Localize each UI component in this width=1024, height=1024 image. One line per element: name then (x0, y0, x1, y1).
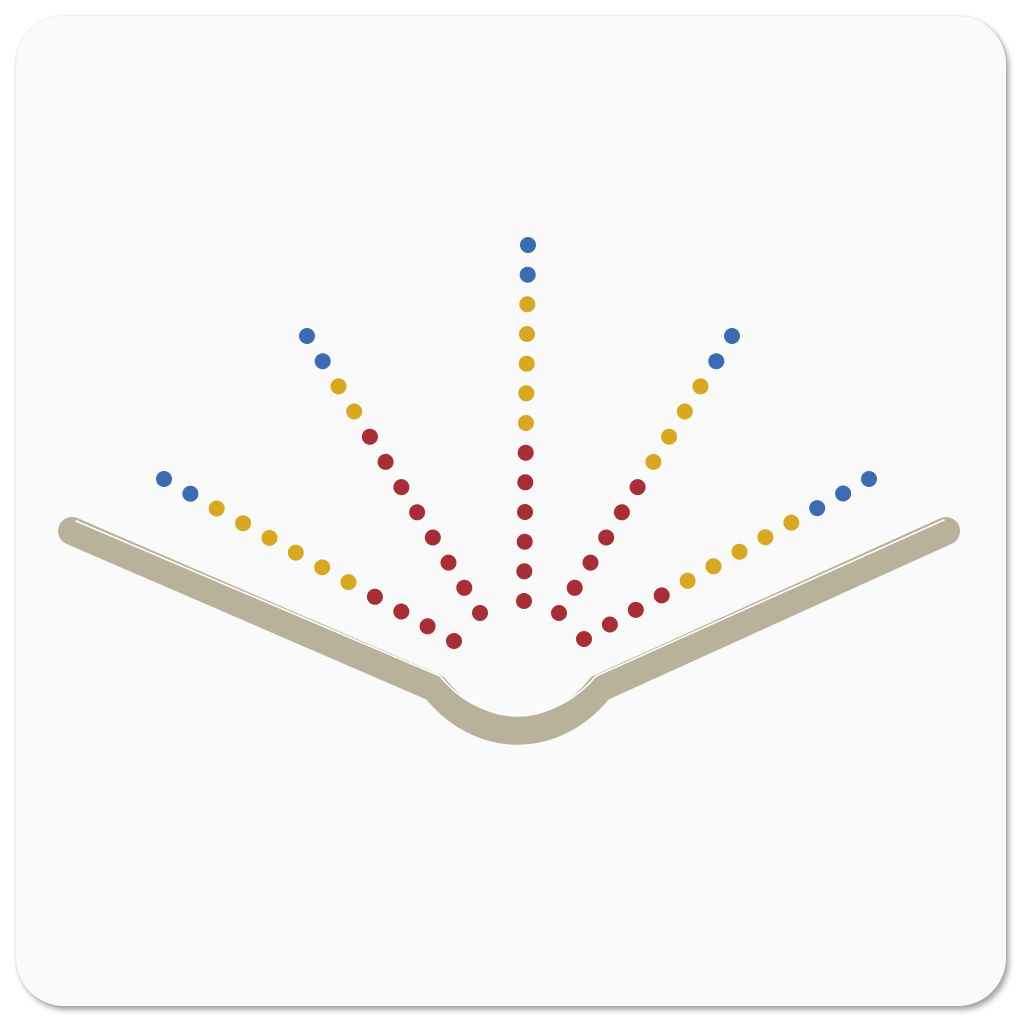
book-highlight-line (75, 519, 945, 716)
ray-far-left-dot (340, 574, 357, 591)
ray-center-dot (519, 266, 536, 283)
ray-far-right-dot (679, 572, 696, 589)
ray-far-right-dot (731, 543, 748, 560)
ray-left-dot (361, 428, 378, 445)
ray-left-dot (314, 353, 331, 370)
ray-far-left-dot (314, 559, 331, 576)
ray-right-dot (661, 428, 678, 445)
ray-far-right-dot (601, 616, 618, 633)
ray-far-left-dot (446, 633, 462, 649)
ray-far-right-dot (783, 514, 800, 531)
ray-center-dot (520, 237, 536, 253)
ray-far-left-dot (393, 603, 410, 620)
ray-far-right-dot (627, 601, 644, 618)
ray-far-left-dot (419, 618, 436, 635)
ray-right-dot (645, 453, 662, 470)
book-logo-icon (58, 237, 960, 745)
ray-far-right-dot (705, 558, 722, 575)
ray-right-dot (724, 328, 740, 344)
ray-center-dot (516, 593, 532, 609)
ray-center-dot (518, 385, 535, 402)
ray-far-left-dot (287, 544, 304, 561)
ray-far-right-dot (861, 471, 877, 487)
book-pages-shape (58, 517, 960, 745)
ray-center-dot (516, 563, 533, 580)
ray-center-dot (518, 415, 534, 431)
ray-far-right-dot (809, 500, 826, 517)
ray-right-dot (629, 479, 646, 496)
open-book-icon (58, 517, 960, 745)
ray-center-dot (519, 326, 535, 342)
ray-far-left-dot (235, 515, 252, 532)
ray-left-dot (377, 453, 394, 470)
ray-far-left-dot (366, 588, 383, 605)
ray-far-left-dot (156, 471, 172, 487)
ray-left-dot (424, 529, 441, 546)
ray-far-right-dot (835, 485, 852, 502)
ray-right-dot (582, 554, 599, 571)
ray-center-dot (519, 296, 536, 313)
app-icon-tile (16, 16, 1006, 1006)
ray-left-dot (346, 403, 363, 420)
ray-right-dot (708, 353, 725, 370)
ray-right-dot (551, 605, 567, 621)
ray-far-right-dot (757, 529, 774, 546)
ray-far-right-dot (653, 587, 670, 604)
radiating-dots (156, 237, 877, 649)
ray-left-dot (330, 378, 347, 395)
ray-right-dot (676, 403, 693, 420)
ray-right-dot (692, 378, 709, 395)
ray-far-left-dot (208, 500, 225, 517)
ray-right-dot (613, 504, 630, 521)
ray-right-dot (566, 579, 583, 596)
ray-left-dot (456, 579, 473, 596)
ray-center-dot (517, 504, 533, 520)
ray-right-dot (598, 529, 615, 546)
ray-center-dot (517, 444, 534, 461)
ray-far-right-dot (576, 631, 592, 647)
ray-center-dot (518, 355, 535, 372)
ray-far-left-dot (182, 485, 199, 502)
ray-left-dot (299, 328, 315, 344)
ray-far-left-dot (261, 529, 278, 546)
ray-left-dot (393, 479, 410, 496)
ray-center-dot (517, 474, 534, 491)
ray-left-dot (409, 504, 426, 521)
ray-center-dot (516, 533, 533, 550)
ray-left-dot (472, 605, 488, 621)
ray-left-dot (440, 554, 457, 571)
